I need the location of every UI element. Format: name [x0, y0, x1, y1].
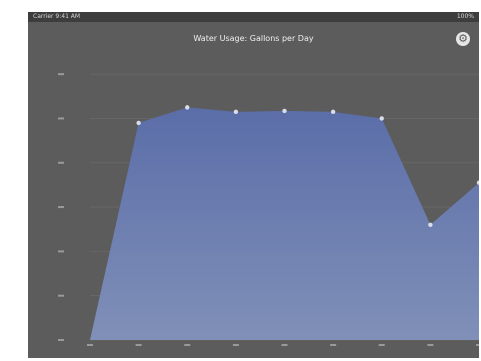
y-tick-mark [58, 161, 64, 164]
battery-indicator: 100% [456, 13, 474, 20]
chart-title: Water Usage: Gallons per Day [193, 34, 314, 43]
x-tick-mark [87, 344, 93, 346]
settings-button[interactable]: ⚙ [456, 32, 470, 46]
x-tick-mark [378, 344, 385, 346]
gear-icon: ⚙ [458, 32, 468, 45]
y-tick-mark [58, 294, 64, 297]
app-screen: Carrier 9:41 AM 100% Water Usage: Gallon… [28, 12, 479, 358]
status-bar: Carrier 9:41 AM 100% [28, 12, 479, 22]
water-usage-chart [58, 73, 479, 346]
x-tick-mark [135, 344, 142, 346]
chart-points [136, 105, 479, 227]
data-point[interactable] [476, 180, 479, 185]
chart-ticks [58, 73, 479, 346]
data-point[interactable] [428, 222, 433, 227]
data-point[interactable] [233, 109, 239, 115]
y-tick-mark [58, 339, 64, 341]
data-point[interactable] [330, 109, 336, 115]
usage-area [90, 107, 479, 340]
x-tick-mark [427, 344, 434, 346]
status-bar-left: Carrier 9:41 AM [33, 13, 81, 20]
data-point[interactable] [136, 120, 141, 126]
data-point[interactable] [379, 116, 384, 121]
x-tick-mark [281, 344, 288, 346]
x-tick-mark [330, 344, 337, 346]
chart-area [90, 107, 479, 340]
y-tick-mark [58, 73, 64, 76]
data-point[interactable] [185, 105, 190, 110]
y-tick-mark [58, 117, 64, 120]
x-tick-mark [232, 344, 239, 346]
y-tick-mark [58, 206, 64, 209]
y-tick-mark [58, 250, 64, 253]
x-tick-mark [184, 344, 191, 346]
data-point[interactable] [282, 108, 287, 114]
x-tick-mark [476, 344, 479, 346]
